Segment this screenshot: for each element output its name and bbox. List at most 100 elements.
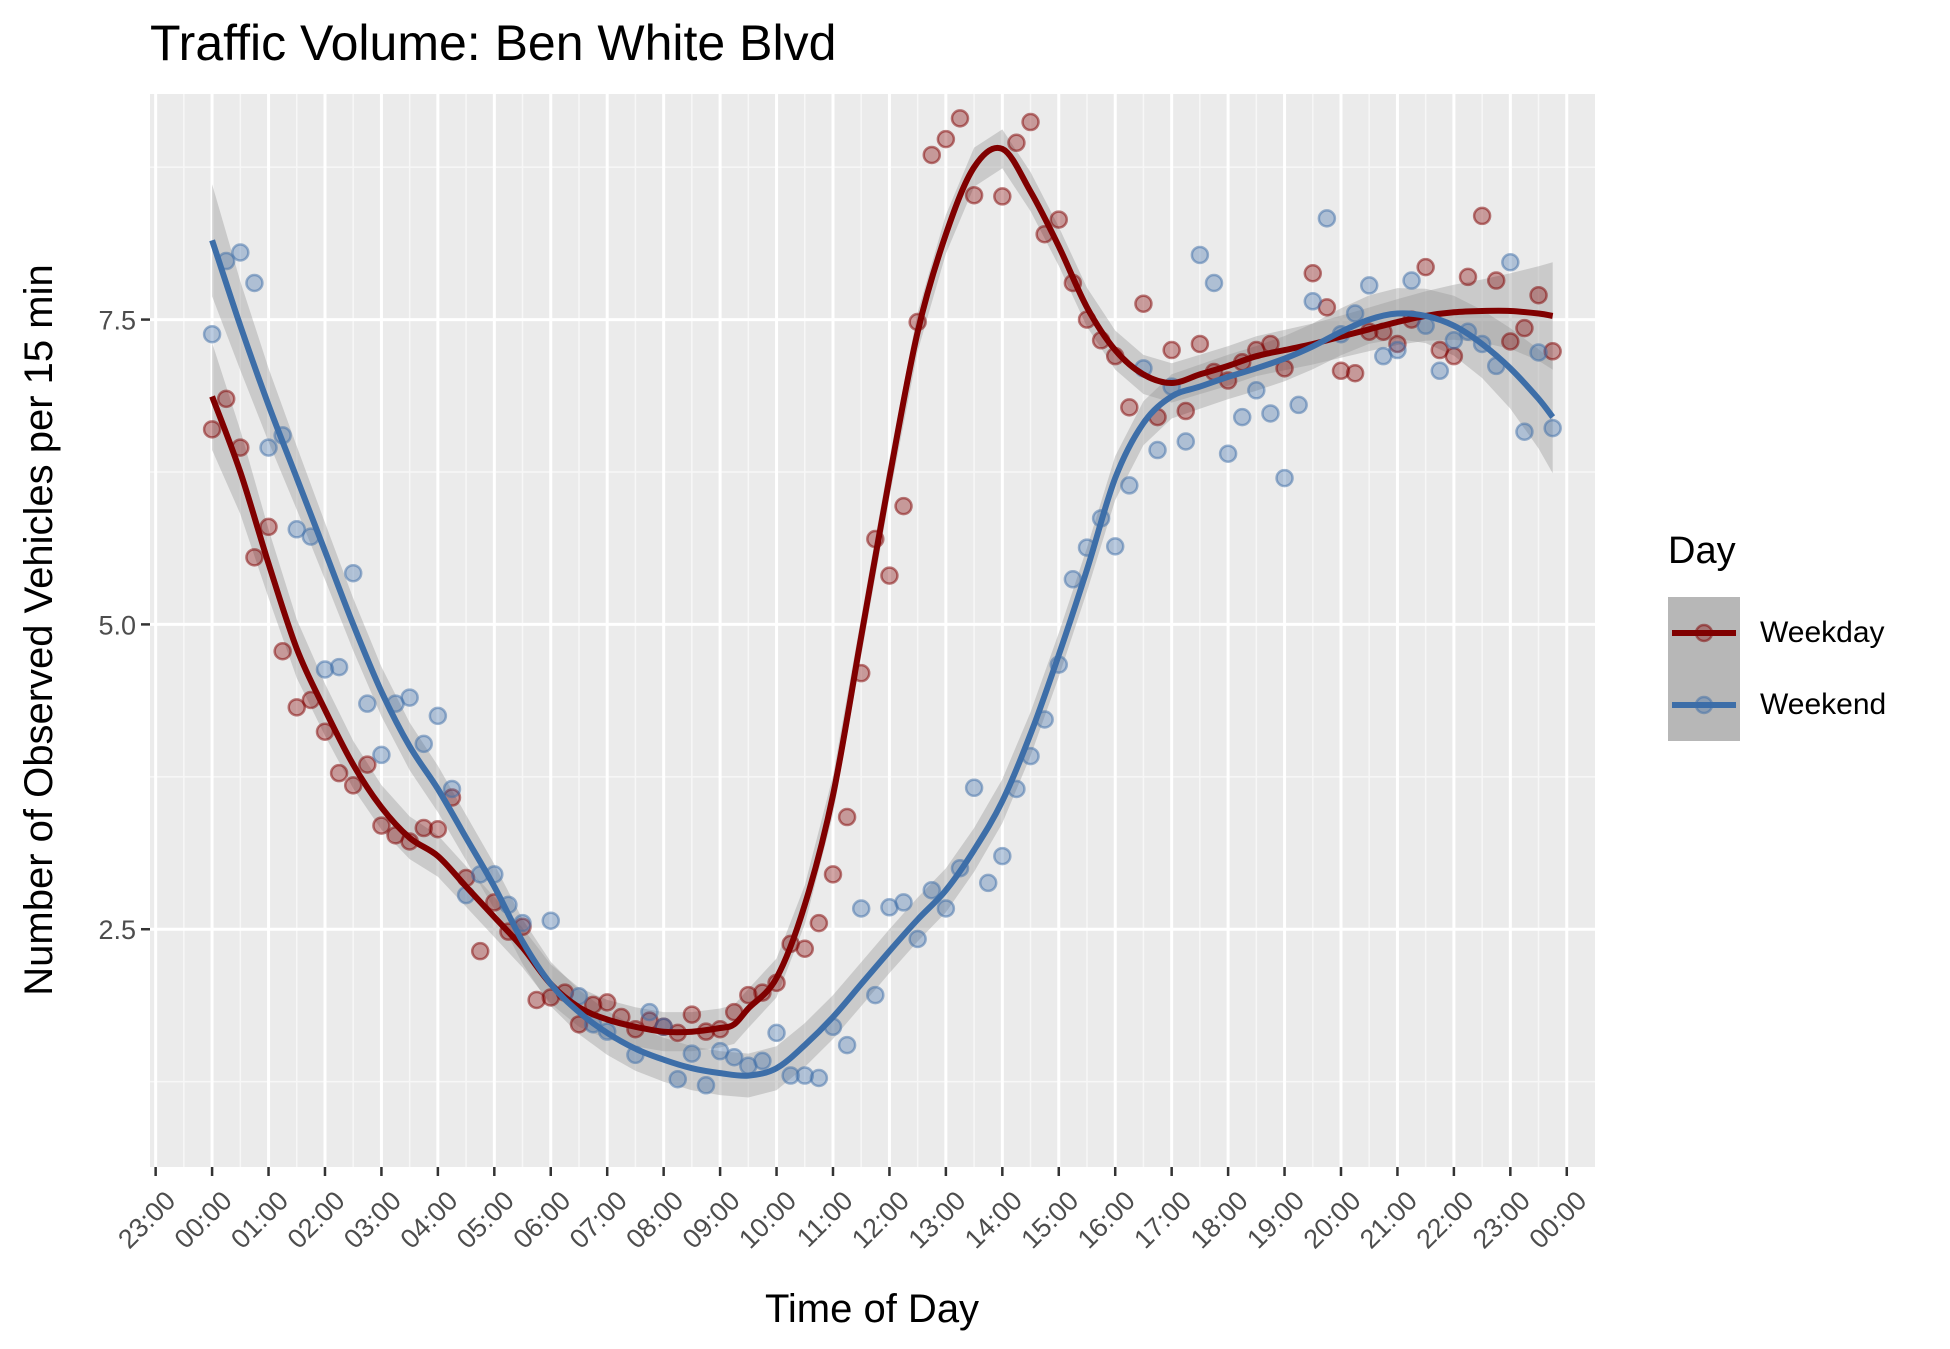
data-point-weekday bbox=[414, 818, 434, 838]
major-gridlines bbox=[150, 94, 1595, 1167]
data-point-weekend bbox=[640, 1002, 659, 1022]
data-point-weekday bbox=[1049, 210, 1069, 229]
data-point-weekend bbox=[894, 893, 913, 912]
legend-label-weekend: Weekend bbox=[1760, 688, 1886, 721]
x-tick-label: 07:00 bbox=[564, 1185, 633, 1254]
data-point-weekend bbox=[1190, 245, 1210, 265]
data-point-weekend bbox=[1105, 537, 1125, 556]
x-tick-label: 20:00 bbox=[1298, 1185, 1367, 1254]
data-point-weekday bbox=[950, 109, 970, 128]
chart-title: Traffic Volume: Ben White Blvd bbox=[150, 15, 836, 71]
data-point-weekend bbox=[696, 1076, 716, 1095]
y-tick-label: 2.5 bbox=[98, 915, 136, 945]
data-point-weekday bbox=[273, 641, 292, 661]
data-point-weekday bbox=[1529, 285, 1548, 305]
legend-label-weekday: Weekday bbox=[1760, 616, 1885, 649]
data-point-weekday bbox=[1486, 271, 1506, 290]
data-point-weekday bbox=[739, 985, 758, 1005]
x-tick-label: 08:00 bbox=[620, 1185, 689, 1254]
data-point-weekend bbox=[541, 911, 561, 930]
data-point-weekend bbox=[428, 706, 448, 726]
data-point-weekday bbox=[202, 420, 222, 439]
data-point-weekday bbox=[1515, 318, 1534, 338]
data-point-weekend bbox=[400, 688, 419, 707]
data-point-weekday bbox=[993, 187, 1012, 206]
data-point-weekend bbox=[908, 929, 927, 949]
data-point-weekday bbox=[372, 816, 391, 835]
data-point-weekend bbox=[1529, 343, 1548, 362]
data-point-weekend bbox=[1430, 361, 1450, 381]
data-point-weekday bbox=[1543, 342, 1562, 361]
data-point-weekday bbox=[569, 1015, 589, 1034]
data-point-weekend bbox=[1148, 440, 1167, 460]
data-point-weekend bbox=[781, 1066, 800, 1085]
data-point-weekend bbox=[1317, 209, 1337, 228]
data-point-weekend bbox=[1515, 422, 1534, 442]
smooth-line-weekend bbox=[209, 239, 1556, 1079]
data-point-weekend bbox=[837, 1035, 857, 1055]
data-point-weekend bbox=[1204, 273, 1224, 293]
data-point-weekend bbox=[414, 734, 434, 754]
data-point-weekend bbox=[329, 657, 349, 677]
legend-key-point-weekday bbox=[1694, 623, 1714, 643]
x-tick-label: 23:00 bbox=[1467, 1185, 1536, 1254]
x-tick-label: 15:00 bbox=[1015, 1185, 1084, 1254]
x-tick-label: 00:00 bbox=[169, 1185, 238, 1254]
data-point-weekday bbox=[1388, 334, 1407, 354]
data-point-weekday bbox=[894, 496, 913, 516]
data-point-weekday bbox=[470, 941, 490, 961]
data-point-weekend bbox=[315, 660, 335, 679]
y-tick-label: 5.0 bbox=[98, 610, 136, 640]
data-point-weekend bbox=[1063, 570, 1083, 589]
data-point-weekday bbox=[287, 698, 307, 717]
data-point-weekend bbox=[1303, 292, 1323, 311]
data-point-weekday bbox=[795, 939, 815, 958]
legend-keys bbox=[1668, 597, 1740, 741]
data-point-weekend bbox=[682, 1044, 702, 1063]
y-axis: 2.5 5.0 7.5 bbox=[98, 306, 150, 945]
confidence-band-weekday bbox=[212, 129, 1553, 1052]
data-point-weekend bbox=[202, 324, 222, 344]
data-point-weekend bbox=[1501, 253, 1520, 272]
data-point-weekday bbox=[428, 819, 448, 839]
data-point-weekend bbox=[809, 1068, 829, 1088]
x-tick-label: 00:00 bbox=[1523, 1185, 1592, 1254]
data-point-weekday bbox=[837, 807, 857, 827]
data-point-weekend bbox=[724, 1048, 744, 1067]
x-tick-label: 21:00 bbox=[1354, 1185, 1423, 1254]
data-point-weekday bbox=[245, 548, 264, 567]
plot-panel bbox=[150, 94, 1595, 1167]
x-tick-label: 12:00 bbox=[846, 1185, 915, 1254]
x-tick-label: 13:00 bbox=[902, 1185, 971, 1254]
data-point-weekend bbox=[1232, 407, 1252, 427]
data-point-weekend bbox=[1345, 304, 1365, 323]
x-tick-label: 11:00 bbox=[791, 1185, 859, 1253]
smooth-lines bbox=[209, 144, 1556, 1079]
legend-title: Day bbox=[1668, 530, 1736, 572]
data-point-weekday bbox=[1007, 133, 1026, 153]
x-tick-label: 23:00 bbox=[112, 1185, 181, 1254]
x-tick-label: 16:00 bbox=[1072, 1185, 1141, 1254]
data-point-weekend bbox=[668, 1069, 688, 1089]
data-point-weekday bbox=[823, 865, 843, 884]
x-tick-label: 05:00 bbox=[451, 1185, 520, 1254]
data-point-weekday bbox=[1458, 267, 1478, 287]
data-point-weekday bbox=[527, 990, 546, 1010]
data-point-weekday bbox=[1120, 398, 1139, 417]
data-point-weekday bbox=[1303, 263, 1323, 283]
data-point-weekday bbox=[216, 389, 236, 409]
x-tick-label: 14:00 bbox=[959, 1185, 1028, 1254]
data-point-weekday bbox=[809, 913, 829, 933]
data-point-weekend bbox=[358, 694, 377, 713]
data-point-weekend bbox=[922, 880, 942, 900]
data-point-weekend bbox=[372, 745, 391, 765]
data-point-weekend bbox=[1218, 444, 1238, 463]
data-point-weekday bbox=[343, 776, 363, 795]
data-point-weekend bbox=[993, 846, 1012, 866]
data-point-weekday bbox=[1021, 112, 1040, 132]
x-tick-label: 10:00 bbox=[733, 1185, 802, 1254]
data-point-weekday bbox=[1162, 340, 1181, 360]
x-tick-label: 06:00 bbox=[507, 1185, 576, 1254]
data-point-weekend bbox=[851, 899, 871, 918]
data-point-weekend bbox=[767, 1023, 786, 1043]
